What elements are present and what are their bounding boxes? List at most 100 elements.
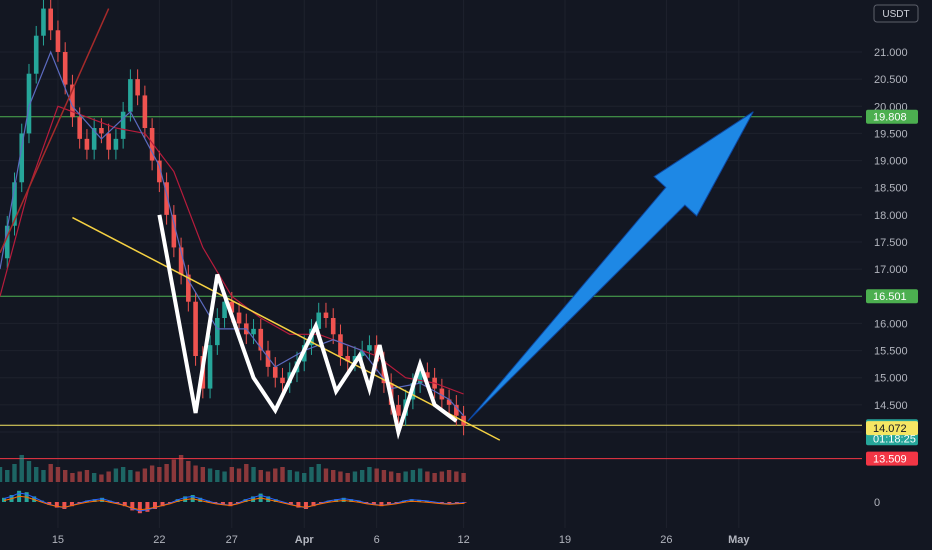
volume-bar: [309, 467, 314, 482]
candle-body: [120, 111, 126, 139]
volume-bar: [302, 473, 307, 482]
candle-body: [222, 301, 227, 318]
candle-body: [323, 312, 329, 318]
arrow-shape: [467, 111, 754, 422]
macd-bar: [175, 499, 180, 502]
candle-body: [142, 95, 148, 128]
volume-bar: [128, 470, 133, 482]
price-tag: [866, 451, 918, 466]
volume-bar: [135, 471, 140, 482]
countdown-label: 01:18:25: [873, 433, 916, 445]
volume-bar: [106, 471, 111, 482]
volume-bar: [0, 467, 3, 482]
price-tag-label: 14.072: [873, 423, 907, 435]
candle-body: [330, 318, 336, 335]
volume-bar: [70, 473, 75, 482]
candle-body: [12, 182, 17, 226]
macd-bar: [341, 497, 346, 502]
time-tick-label: 27: [226, 534, 238, 546]
volume-bar: [171, 459, 177, 482]
macd-bar: [152, 502, 157, 509]
candle-body: [352, 356, 358, 362]
macd-bar: [447, 502, 452, 505]
volume-bar: [207, 468, 213, 482]
volume-bar: [417, 468, 423, 482]
candle-body: [84, 138, 90, 150]
volume-bar: [164, 464, 169, 482]
volume-bar: [446, 470, 452, 482]
volume-bar: [142, 468, 148, 482]
volume-bar: [157, 467, 162, 482]
candle-body: [164, 182, 169, 215]
time-tick-label: May: [728, 534, 750, 546]
volume-bar: [26, 461, 32, 482]
candle-body: [149, 128, 155, 161]
candle-body: [454, 404, 459, 416]
price-tick-label: 21.000: [874, 47, 908, 59]
oscillator-tick-label: 0: [874, 497, 880, 509]
macd-bar: [296, 502, 301, 508]
volume-bar: [294, 471, 300, 482]
macd-bar: [137, 502, 142, 514]
volume-bar: [84, 470, 90, 482]
candle-body: [446, 399, 452, 405]
volume-bar: [41, 470, 46, 482]
macd-bar: [303, 502, 308, 509]
time-tick-label: 22: [153, 534, 165, 546]
price-tick-label: 16.000: [874, 318, 908, 330]
volume-bar: [352, 471, 358, 482]
macd-bar: [122, 502, 127, 507]
macd-bar: [417, 499, 422, 502]
candle-body: [316, 312, 322, 329]
candle-body: [359, 350, 365, 356]
time-axis[interactable]: 15 22 27 Apr 6 12 19 26 May: [52, 534, 751, 546]
currency-label: USDT: [882, 9, 909, 20]
candle-body: [280, 377, 285, 384]
volume-bar: [12, 464, 17, 482]
currency-badge[interactable]: USDT: [873, 4, 919, 23]
candle-body: [338, 334, 343, 356]
macd-bar: [288, 502, 293, 505]
candle-body: [77, 117, 82, 139]
volume-bar: [461, 473, 466, 482]
candle-body: [4, 225, 10, 259]
volume-bar: [222, 471, 227, 482]
macd-bar: [334, 499, 339, 502]
volume-bar: [374, 468, 379, 482]
ema-slow-line: [0, 105, 464, 395]
macd-bar: [349, 499, 354, 502]
macd-bar: [198, 497, 203, 502]
volume-bar: [287, 470, 292, 482]
volume-bar: [251, 467, 256, 482]
macd-bar: [243, 499, 248, 502]
time-tick-label: 19: [559, 534, 571, 546]
candle-body: [258, 328, 264, 351]
macd-bar: [311, 502, 316, 507]
price-tick-label: 19.000: [874, 156, 908, 168]
candle-body: [215, 318, 220, 346]
horizontal-levels: [0, 116, 862, 460]
volume-bar: [432, 473, 437, 482]
volume-bar: [178, 455, 184, 482]
macd-bar: [62, 502, 67, 509]
diagonal-trendline: [0, 8, 110, 254]
candle-body: [236, 312, 242, 324]
time-tick-label: 6: [374, 534, 380, 546]
volume-bar: [439, 471, 445, 482]
volume-bar: [258, 470, 263, 482]
candle-body: [106, 133, 111, 150]
volume-bar: [193, 465, 198, 482]
volume-bar: [77, 471, 82, 482]
volume-bar: [273, 468, 278, 482]
candle-body: [70, 84, 75, 118]
macd-signal-line: [3, 495, 465, 511]
volume-bar: [113, 468, 119, 482]
candle-body: [157, 160, 162, 183]
macd-bar: [54, 502, 59, 508]
volume-bar: [236, 468, 242, 482]
candle-body: [113, 138, 119, 150]
price-tag: [866, 109, 918, 124]
candle-body: [193, 301, 198, 356]
